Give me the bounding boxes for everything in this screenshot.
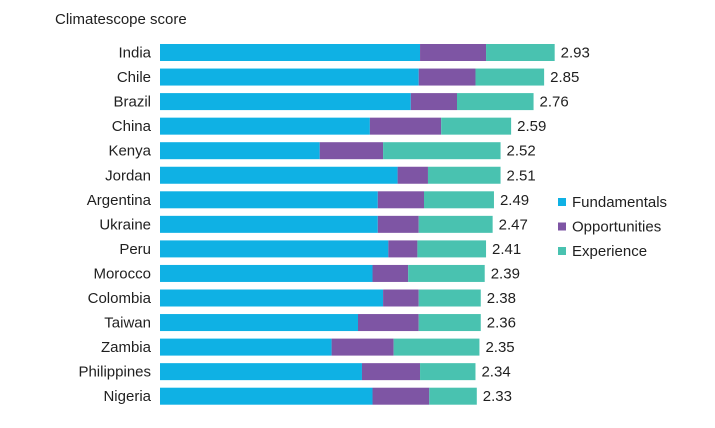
bar-ukraine-opportunities	[377, 215, 419, 233]
value-label-jordan: 2.51	[507, 167, 536, 184]
value-label-ukraine: 2.47	[499, 216, 528, 233]
category-label-morocco: Morocco	[93, 265, 151, 282]
bar-philippines-opportunities	[361, 363, 421, 381]
bar-ukraine-fundamentals	[160, 215, 378, 233]
value-label-philippines: 2.34	[481, 364, 510, 381]
category-label-chile: Chile	[117, 69, 151, 86]
bar-philippines-experience	[420, 363, 476, 381]
legend-swatch-experience	[558, 247, 566, 255]
bar-zambia-fundamentals	[160, 338, 332, 356]
bar-kenya-experience	[383, 142, 501, 160]
bar-argentina-experience	[424, 191, 494, 209]
value-label-colombia: 2.38	[487, 290, 516, 307]
bar-zambia-experience	[393, 338, 480, 356]
bar-china-opportunities	[369, 117, 442, 135]
bar-india-fundamentals	[160, 44, 421, 61]
bar-nigeria-experience	[429, 387, 477, 405]
bar-peru-fundamentals	[160, 240, 389, 258]
category-label-jordan: Jordan	[105, 167, 151, 184]
category-label-nigeria: Nigeria	[103, 388, 151, 405]
bars-layer	[160, 44, 555, 405]
bar-argentina-opportunities	[377, 191, 424, 209]
bar-taiwan-fundamentals	[160, 314, 358, 332]
bar-zambia-opportunities	[331, 338, 394, 356]
bar-india-opportunities	[420, 44, 487, 61]
bar-chile-fundamentals	[160, 68, 419, 86]
value-label-peru: 2.41	[492, 241, 521, 258]
value-label-taiwan: 2.36	[487, 315, 516, 332]
category-label-zambia: Zambia	[101, 339, 152, 356]
category-label-kenya: Kenya	[108, 143, 151, 160]
bar-brazil-opportunities	[410, 93, 457, 111]
bar-colombia-fundamentals	[160, 289, 384, 307]
bar-taiwan-opportunities	[358, 314, 419, 332]
value-label-chile: 2.85	[550, 69, 579, 86]
bar-brazil-experience	[457, 93, 534, 111]
value-label-china: 2.59	[517, 118, 546, 135]
bar-china-experience	[441, 117, 512, 135]
bar-jordan-opportunities	[397, 166, 428, 184]
bar-kenya-opportunities	[319, 142, 384, 160]
value-label-brazil: 2.76	[540, 94, 569, 111]
bar-jordan-experience	[427, 166, 501, 184]
bar-morocco-fundamentals	[160, 264, 373, 282]
bar-colombia-experience	[418, 289, 481, 307]
category-label-taiwan: Taiwan	[104, 315, 151, 332]
bar-argentina-fundamentals	[160, 191, 378, 209]
value-label-kenya: 2.52	[507, 143, 536, 160]
bar-colombia-opportunities	[383, 289, 419, 307]
chart-title: Climatescope score	[55, 11, 187, 28]
category-label-china: China	[112, 118, 152, 135]
bar-morocco-opportunities	[372, 264, 409, 282]
value-label-india: 2.93	[561, 45, 590, 62]
bar-kenya-fundamentals	[160, 142, 320, 160]
bar-nigeria-opportunities	[372, 387, 430, 405]
legend-swatch-opportunities	[558, 222, 566, 231]
value-label-zambia: 2.35	[485, 339, 514, 356]
bar-peru-opportunities	[388, 240, 418, 258]
bar-ukraine-experience	[418, 215, 493, 233]
value-label-nigeria: 2.33	[483, 388, 512, 405]
bar-jordan-fundamentals	[160, 166, 398, 184]
category-label-india: India	[118, 45, 151, 62]
bar-philippines-fundamentals	[160, 363, 362, 381]
bar-chile-experience	[475, 68, 545, 86]
category-label-colombia: Colombia	[88, 290, 152, 307]
bar-taiwan-experience	[418, 314, 481, 332]
bar-chile-opportunities	[418, 68, 476, 86]
category-label-brazil: Brazil	[113, 94, 151, 111]
value-label-argentina: 2.49	[500, 192, 529, 209]
bar-china-fundamentals	[160, 117, 370, 135]
category-label-argentina: Argentina	[87, 192, 152, 209]
legend-label-fundamentals: Fundamentals	[572, 194, 667, 211]
value-label-morocco: 2.39	[491, 265, 520, 282]
bar-nigeria-fundamentals	[160, 387, 373, 405]
legend-label-experience: Experience	[572, 243, 647, 260]
category-label-peru: Peru	[119, 241, 151, 258]
legend: Fundamentals Opportunities Experience	[558, 194, 667, 260]
legend-label-opportunities: Opportunities	[572, 219, 661, 236]
bar-brazil-fundamentals	[160, 93, 411, 111]
category-label-ukraine: Ukraine	[99, 216, 151, 233]
legend-swatch-fundamentals	[558, 198, 566, 206]
labels-layer: India 2.93 Chile 2.85 Brazil 2.76 China 2.59 Ken…	[78, 45, 589, 406]
bar-peru-experience	[417, 240, 487, 258]
bar-morocco-experience	[408, 264, 485, 282]
bar-india-experience	[486, 44, 555, 61]
category-label-philippines: Philippines	[78, 364, 151, 381]
